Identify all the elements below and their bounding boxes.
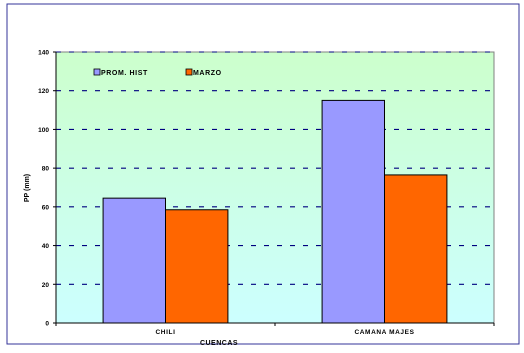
legend-label: PROM. HIST — [101, 70, 148, 77]
y-tick-label: 80 — [42, 166, 50, 173]
legend-swatch — [93, 68, 101, 76]
x-tick-label: CAMANA MAJES — [354, 329, 414, 336]
y-tick-label: 0 — [45, 321, 49, 328]
bars — [102, 99, 448, 324]
y-tick-label: 140 — [38, 50, 49, 57]
y-tick-labels: 0 20 40 60 80 100 120 140 — [38, 50, 49, 328]
y-tick-label: 20 — [42, 282, 50, 289]
x-tick-labels: CHILI CAMANA MAJES — [156, 329, 414, 336]
y-tick-label: 120 — [38, 88, 49, 95]
legend-label: MARZO — [193, 70, 222, 77]
y-axis-title: PP (mm) — [24, 174, 31, 202]
y-tick-label: 40 — [42, 243, 50, 250]
bar — [321, 99, 385, 324]
bar — [102, 197, 166, 324]
x-tick-label: CHILI — [156, 329, 176, 336]
legend-swatch — [185, 68, 193, 76]
legend: PROM. HIST MARZO — [93, 68, 222, 77]
y-tick-label: 100 — [38, 127, 49, 134]
bar — [384, 174, 448, 324]
axes — [53, 51, 495, 326]
bar — [165, 209, 229, 324]
x-axis-title: CUENCAS — [200, 340, 238, 347]
y-tick-label: 60 — [42, 204, 50, 211]
